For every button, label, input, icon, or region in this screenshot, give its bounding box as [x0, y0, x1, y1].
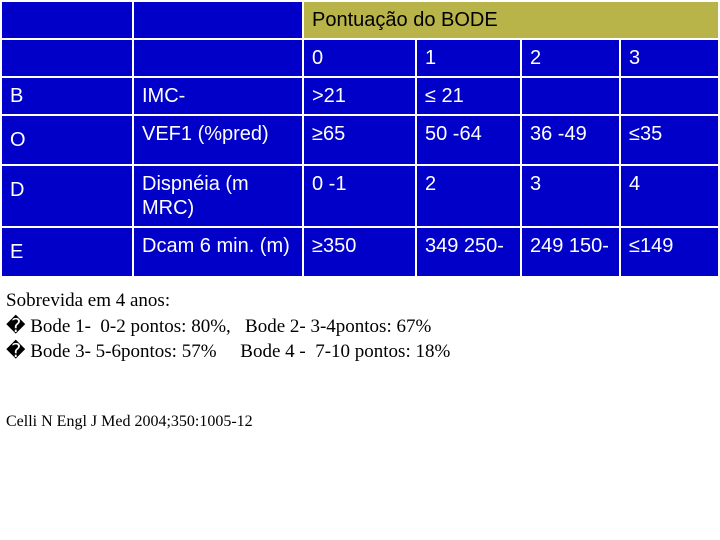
- score-col-1: 1: [416, 39, 521, 77]
- empty-cell: [133, 39, 303, 77]
- row-cell: [620, 77, 719, 115]
- row-cell: 349 250-: [416, 227, 521, 277]
- row-cell: 2: [416, 165, 521, 227]
- empty-cell: [1, 1, 133, 39]
- score-col-0: 0: [303, 39, 416, 77]
- row-cell: 249 150-: [521, 227, 620, 277]
- row-cell: 4: [620, 165, 719, 227]
- row-cell: 50 -64: [416, 115, 521, 165]
- table-title-row: Pontuação do BODE: [1, 1, 719, 39]
- row-cell: ≥65: [303, 115, 416, 165]
- row-cell: 0 -1: [303, 165, 416, 227]
- empty-cell: [1, 39, 133, 77]
- score-col-3: 3: [620, 39, 719, 77]
- row-cell: ≤ 21: [416, 77, 521, 115]
- row-cell: >21: [303, 77, 416, 115]
- notes-line-1: Sobrevida em 4 anos:: [6, 288, 714, 314]
- notes-line-3: � Bode 3- 5-6pontos: 57% Bode 4 - 7-10 p…: [6, 339, 714, 365]
- row-variable: IMC-: [133, 77, 303, 115]
- survival-notes: Sobrevida em 4 anos: � Bode 1- 0-2 ponto…: [0, 278, 720, 365]
- row-cell: [521, 77, 620, 115]
- row-variable: Dispnéia (m MRC): [133, 165, 303, 227]
- citation: Celli N Engl J Med 2004;350:1005-12: [0, 365, 720, 431]
- row-letter: O: [1, 115, 133, 165]
- row-variable: Dcam 6 min. (m): [133, 227, 303, 277]
- table-title: Pontuação do BODE: [303, 1, 719, 39]
- notes-line-2: � Bode 1- 0-2 pontos: 80%, Bode 2- 3-4po…: [6, 314, 714, 340]
- row-cell: ≤149: [620, 227, 719, 277]
- row-cell: 36 -49: [521, 115, 620, 165]
- score-col-2: 2: [521, 39, 620, 77]
- row-letter: B: [1, 77, 133, 115]
- bode-table: Pontuação do BODE 0 1 2 3 B IMC- >21 ≤ 2…: [0, 0, 720, 278]
- score-header-row: 0 1 2 3: [1, 39, 719, 77]
- row-cell: ≥350: [303, 227, 416, 277]
- row-letter: E: [1, 227, 133, 277]
- row-cell: 3: [521, 165, 620, 227]
- table-row: O VEF1 (%pred) ≥65 50 -64 36 -49 ≤35: [1, 115, 719, 165]
- empty-cell: [133, 1, 303, 39]
- table-row: D Dispnéia (m MRC) 0 -1 2 3 4: [1, 165, 719, 227]
- row-variable: VEF1 (%pred): [133, 115, 303, 165]
- table-row: B IMC- >21 ≤ 21: [1, 77, 719, 115]
- bode-table-container: Pontuação do BODE 0 1 2 3 B IMC- >21 ≤ 2…: [0, 0, 718, 278]
- row-cell: ≤35: [620, 115, 719, 165]
- row-letter: D: [1, 165, 133, 227]
- table-row: E Dcam 6 min. (m) ≥350 349 250- 249 150-…: [1, 227, 719, 277]
